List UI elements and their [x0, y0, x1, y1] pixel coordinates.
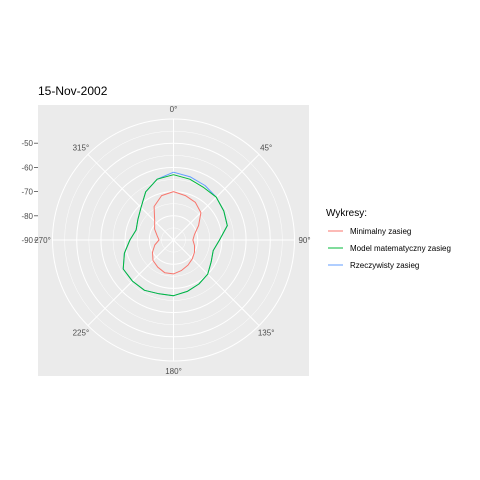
grid-spoke	[87, 239, 174, 326]
chart-title: 15-Nov-2002	[38, 84, 108, 98]
theta-tick-label: 180°	[165, 367, 182, 376]
series-layer	[122, 171, 228, 297]
r-tick-label: -70	[21, 188, 33, 197]
legend-label-minimalny: Minimalny zasieg	[350, 227, 411, 236]
legend-item-model: Model matematyczny zasieg	[328, 244, 451, 253]
r-tick-label: -80	[21, 212, 33, 221]
r-tick-labels: -50 -60 -70 -80 -90	[21, 139, 38, 245]
series-line-minimalny	[152, 191, 202, 275]
r-tick-label: -50	[21, 139, 33, 148]
r-tick-label: -60	[21, 163, 33, 172]
legend-label-rzeczywisty: Rzeczywisty zasieg	[350, 261, 419, 270]
theta-tick-label: 90°	[298, 236, 310, 245]
theta-tick-labels: 0° 45° 90° 135° 180° 225° 270° 315°	[34, 105, 310, 376]
theta-tick-label: 225°	[73, 329, 90, 338]
theta-tick-label: 45°	[260, 143, 272, 152]
legend-label-model: Model matematyczny zasieg	[350, 244, 451, 253]
legend-title: Wykresy:	[326, 208, 367, 219]
grid-spoke	[87, 154, 174, 241]
theta-tick-label: 315°	[73, 143, 90, 152]
grid-spoke	[173, 239, 260, 326]
polar-grid	[52, 118, 295, 362]
r-tick-label: -90	[21, 236, 33, 245]
theta-tick-label: 0°	[170, 105, 178, 114]
theta-tick-label: 270°	[34, 236, 51, 245]
legend-item-minimalny: Minimalny zasieg	[328, 227, 411, 236]
theta-tick-label: 135°	[258, 329, 275, 338]
legend-item-rzeczywisty: Rzeczywisty zasieg	[328, 261, 419, 270]
legend: Wykresy: Minimalny zasieg Model matematy…	[326, 208, 451, 270]
series-line-model	[122, 174, 228, 297]
